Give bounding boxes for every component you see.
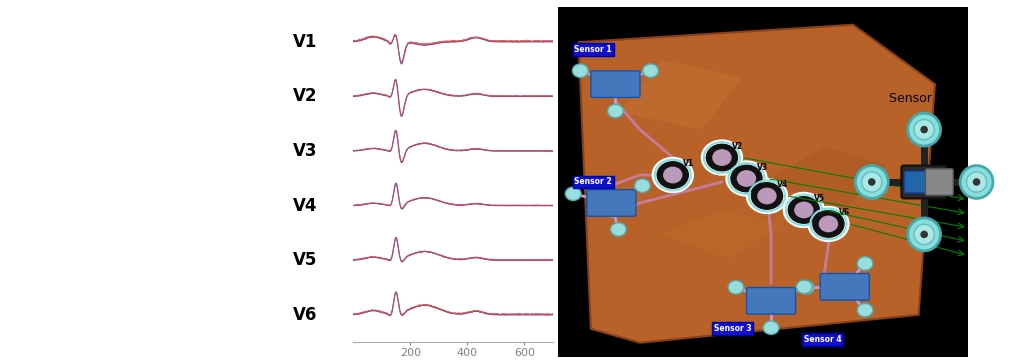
- Circle shape: [572, 64, 588, 78]
- Circle shape: [763, 321, 779, 335]
- Circle shape: [857, 257, 872, 270]
- Circle shape: [565, 187, 581, 201]
- Circle shape: [855, 166, 888, 198]
- Circle shape: [921, 231, 928, 238]
- Text: V3: V3: [757, 163, 768, 172]
- Text: V2: V2: [732, 142, 743, 151]
- Circle shape: [610, 223, 627, 236]
- Circle shape: [731, 165, 762, 192]
- FancyBboxPatch shape: [926, 169, 953, 195]
- Circle shape: [967, 172, 987, 192]
- Text: Sensor 2: Sensor 2: [574, 178, 612, 186]
- FancyBboxPatch shape: [591, 71, 640, 98]
- Circle shape: [783, 193, 824, 228]
- Circle shape: [707, 144, 737, 171]
- Polygon shape: [763, 147, 886, 210]
- Circle shape: [799, 281, 814, 294]
- Polygon shape: [579, 25, 935, 343]
- Text: V3: V3: [293, 142, 317, 160]
- Polygon shape: [620, 60, 742, 130]
- Circle shape: [728, 281, 743, 294]
- Circle shape: [746, 178, 787, 213]
- FancyBboxPatch shape: [587, 190, 636, 216]
- Circle shape: [961, 166, 993, 198]
- Circle shape: [752, 183, 782, 209]
- Circle shape: [813, 211, 844, 237]
- FancyBboxPatch shape: [820, 274, 869, 300]
- Circle shape: [635, 179, 650, 193]
- Circle shape: [808, 206, 849, 241]
- FancyBboxPatch shape: [901, 166, 947, 198]
- Circle shape: [868, 178, 876, 186]
- FancyBboxPatch shape: [904, 171, 926, 193]
- Circle shape: [607, 104, 624, 118]
- FancyBboxPatch shape: [746, 288, 796, 314]
- Circle shape: [914, 224, 934, 245]
- Circle shape: [921, 126, 928, 133]
- Text: V5: V5: [293, 251, 317, 269]
- Circle shape: [643, 64, 658, 78]
- Circle shape: [788, 197, 819, 223]
- Circle shape: [657, 162, 688, 188]
- Circle shape: [861, 172, 882, 192]
- Circle shape: [797, 280, 812, 293]
- Text: V2: V2: [293, 87, 317, 106]
- Circle shape: [726, 161, 767, 196]
- Circle shape: [713, 150, 731, 165]
- Circle shape: [664, 167, 682, 183]
- Text: Sensor 4: Sensor 4: [804, 335, 842, 344]
- Circle shape: [758, 188, 776, 204]
- Text: V4: V4: [293, 197, 317, 215]
- Text: V5: V5: [814, 194, 825, 203]
- Text: V6: V6: [293, 306, 317, 324]
- Text: V1: V1: [683, 159, 694, 168]
- Circle shape: [857, 304, 872, 317]
- Text: Sensor 3: Sensor 3: [714, 324, 752, 333]
- Circle shape: [795, 202, 813, 218]
- Text: V4: V4: [777, 180, 788, 189]
- Text: Sensor 1: Sensor 1: [574, 45, 612, 54]
- Text: Sensor box: Sensor box: [890, 92, 958, 105]
- Circle shape: [907, 218, 941, 251]
- Circle shape: [914, 119, 934, 140]
- Circle shape: [737, 171, 756, 186]
- Circle shape: [973, 178, 980, 186]
- Circle shape: [652, 158, 693, 193]
- Text: V6: V6: [839, 208, 850, 217]
- Polygon shape: [660, 210, 783, 259]
- Circle shape: [701, 140, 742, 175]
- Circle shape: [907, 113, 941, 146]
- Text: V1: V1: [293, 33, 317, 51]
- Circle shape: [819, 216, 838, 232]
